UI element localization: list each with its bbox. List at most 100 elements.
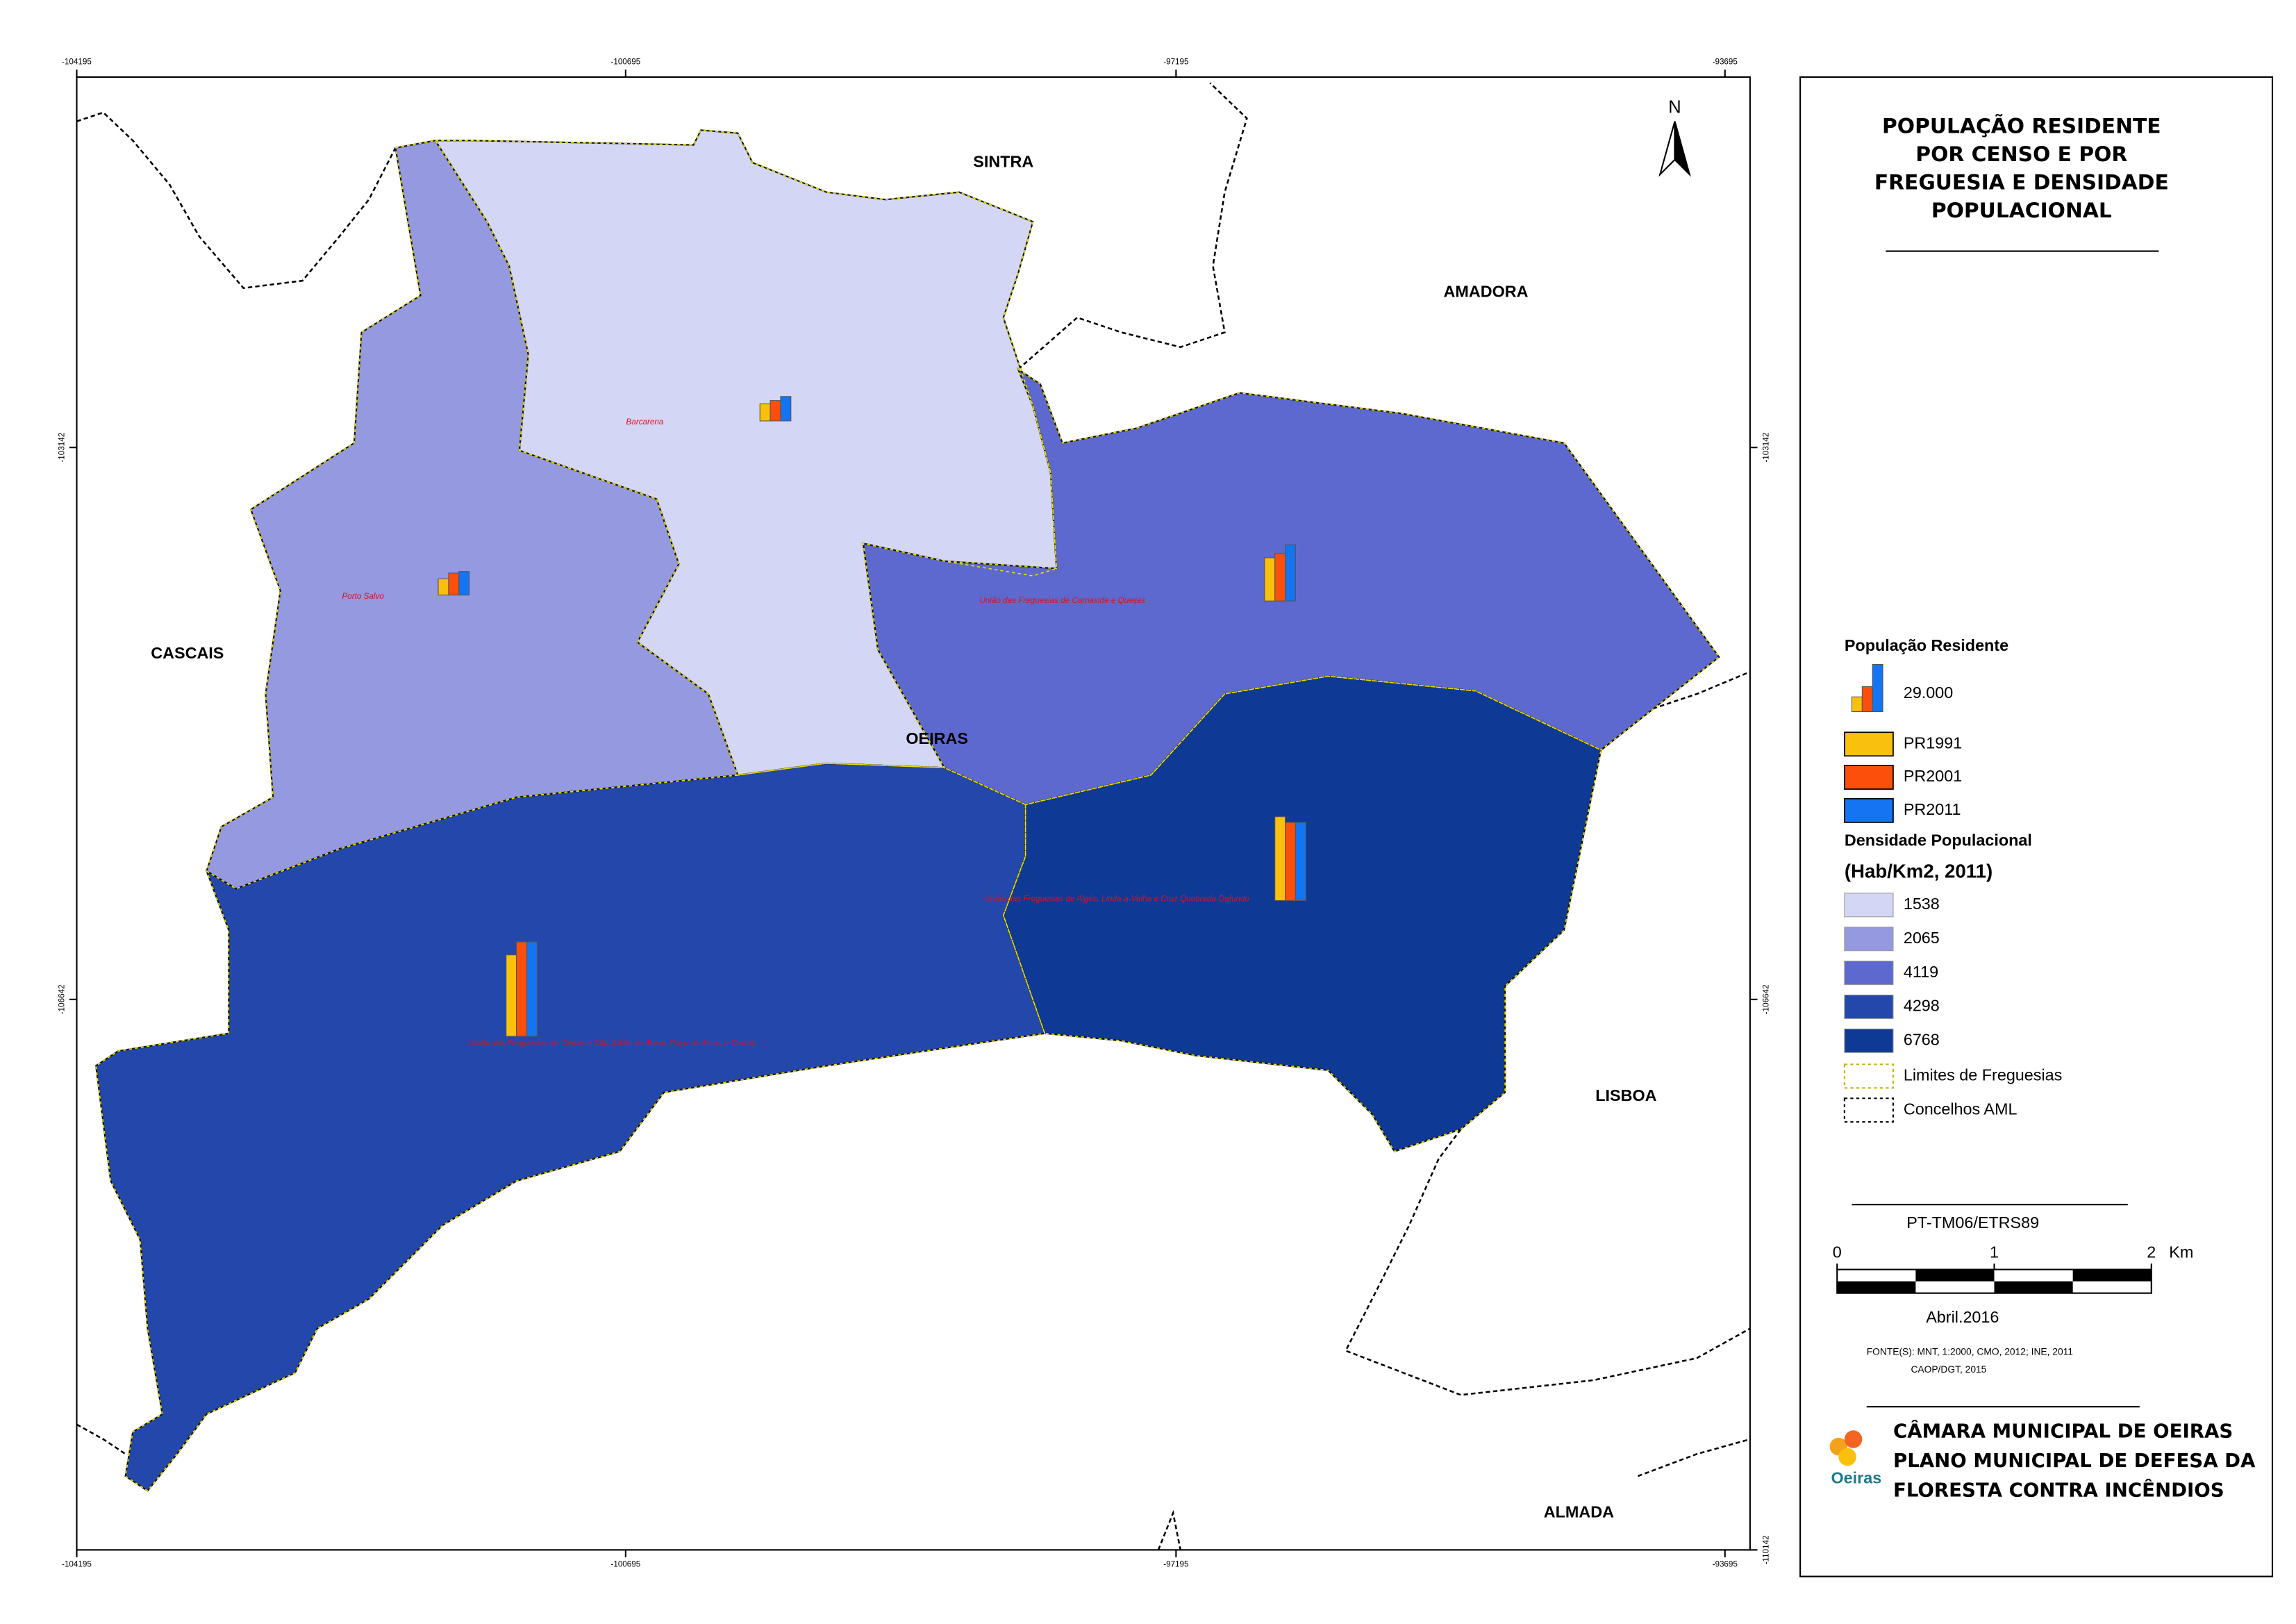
legend-swatch [1843,765,1894,790]
map-frame [76,76,1751,1551]
legend-title: População Residente [1845,636,2008,654]
population-bar [438,578,449,596]
scale-label: 0 [1833,1243,1842,1261]
grid-label: -104195 [62,1560,92,1569]
scale-unit: Km [2169,1243,2193,1261]
scale-label: 1 [1990,1243,1999,1261]
legend: PR1991 PR2001 PR2011 1538 2065 4119 4298 6768 Li… [1843,664,2063,1123]
population-bar [1285,544,1296,602]
grid-label: -100695 [610,1560,640,1569]
legend-subtitle: (Hab/Km2, 2011) [1845,860,1993,881]
scale-segment [2072,1269,2152,1282]
legend-label: 4119 [1904,963,1938,981]
parish-label: União das Freguesias de Carnaxide e Quei… [979,596,1145,605]
municipality-label: AMADORA [1444,282,1529,300]
municipality-label: LISBOA [1595,1086,1656,1104]
boundary [76,1423,126,1455]
population-bar [1264,557,1276,602]
legend-label: Concelhos AML [1904,1100,2018,1118]
grid-label: -93695 [1713,58,1738,67]
parish-label: Porto Salvo [342,592,384,601]
legend-label: 1538 [1904,895,1940,913]
legend-label: 6768 [1904,1030,1940,1048]
parish-outline [95,763,1046,1492]
legend-title: Densidade Populacional [1845,831,2032,850]
scale-segment [1837,1281,1916,1293]
legend-swatch [1844,961,1894,986]
population-bar [458,571,470,596]
footer-line: FLORESTA CONTRA INCÊNDIOS [1893,1477,2224,1501]
boundary [1017,82,1248,370]
boundary [1157,1509,1181,1550]
date: Abril.2016 [1926,1308,1999,1326]
population-bar [780,396,792,422]
population-bar [1285,822,1296,902]
parish-label: União das Freguesias de Algés, Linda-a-V… [985,894,1250,903]
municipality-label: OEIRAS [906,729,968,747]
population-bar [1274,816,1286,902]
boundary [1637,1438,1751,1477]
municipality-label: ALMADA [1544,1502,1614,1521]
legend-label: PR1991 [1904,734,1962,752]
legend-swatch [1844,1028,1894,1053]
reference-label: 29.000 [1904,683,1953,702]
footer-line: CÂMARA MUNICIPAL DE OEIRAS [1893,1418,2233,1442]
boundary [76,111,397,290]
logo-text: Oeiras [1831,1469,1881,1487]
population-bar [448,572,460,596]
legend-swatch [1843,798,1894,823]
legend-swatch [1844,994,1894,1019]
legend-label: PR2011 [1904,800,1961,818]
population-bar [1274,553,1286,602]
reference-bar-mid [1861,686,1873,713]
legend-label: 4298 [1904,997,1940,1015]
reference-bar [1872,664,1883,713]
legend-swatch [1844,927,1894,952]
title-line: POPULACIONAL [1931,199,2112,223]
title-line: FREGUESIA E DENSIDADE [1874,170,2169,194]
legend-label: PR2001 [1904,767,1962,785]
grid-label: -97195 [1163,1560,1188,1569]
legend-swatch [1844,893,1894,918]
legend-swatch [1843,731,1894,757]
legend-label: Limites de Freguesias [1904,1066,2063,1084]
north-arrow: N [1658,97,1691,177]
north-label: N [1668,97,1681,117]
projection: PT-TM06/ETRS89 [1906,1213,2039,1232]
boundary [1344,1129,1751,1396]
logo: Oeiras [1829,1430,1881,1487]
grid-label: -93695 [1713,1560,1738,1569]
parish-label: União das Freguesias de Oeiras e São Jul… [469,1039,756,1048]
scale-segment [1994,1281,2073,1293]
legend-swatch [1843,1063,1895,1089]
municipality-label: SINTRA [973,152,1033,170]
grid-label: -106642 [1761,984,1770,1014]
grid-label: -97195 [1163,58,1188,67]
population-bar [526,941,538,1037]
legend-label: 2065 [1904,929,1940,947]
population-bar [759,403,771,422]
arrow-right [1674,121,1691,177]
grid-label: -110142 [1761,1535,1770,1564]
grid-label: -106642 [57,984,66,1014]
legend-panel [1799,76,2274,1577]
municipality-label: CASCAIS [151,644,224,662]
legend-swatch [1843,1097,1895,1123]
source: FONTE(S): MNT, 1:2000, CMO, 2012; INE, 2… [1867,1345,2073,1357]
footer-line: PLANO MUNICIPAL DE DEFESA DA [1893,1449,2256,1472]
parish-outline [1002,675,1602,1152]
scale-label: 2 [2147,1243,2156,1261]
population-bar [770,400,781,422]
title-line: POPULAÇÃO RESIDENTE [1882,113,2161,139]
source: CAOP/DGT, 2015 [1911,1364,1986,1375]
population-bar [516,941,528,1037]
population-bar [1295,822,1306,902]
parish-outline [862,367,1720,806]
logo-mark [1844,1430,1863,1448]
grid-label: -104195 [62,58,92,67]
reference-bar-small [1851,696,1863,713]
scale-segment [1915,1269,1995,1282]
grid-label: -100695 [610,58,640,67]
parish-label: Barcarena [626,417,664,426]
